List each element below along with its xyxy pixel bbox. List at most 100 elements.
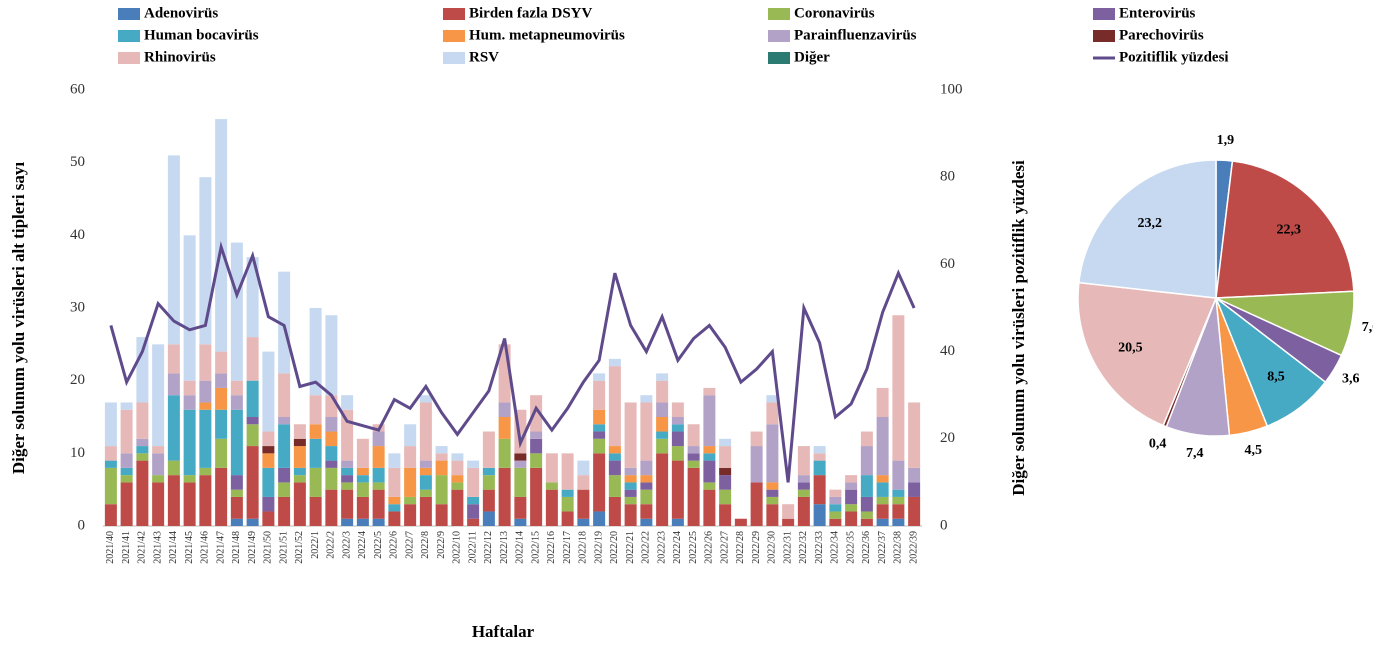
bar-segment (199, 344, 212, 381)
bar-segment (530, 395, 543, 432)
bar-segment (750, 431, 763, 447)
bar-segment (766, 496, 779, 505)
x-tick-label: 2022/22 (641, 531, 652, 564)
bar-segment (435, 504, 448, 526)
bar-segment (908, 467, 921, 483)
bar-segment (278, 424, 291, 468)
bar-segment (309, 308, 322, 396)
bar-segment (860, 496, 873, 512)
bar-segment (860, 431, 873, 447)
bar-segment (356, 496, 369, 519)
legend-swatch (443, 52, 465, 64)
x-tick-label: 2021/47 (215, 531, 226, 564)
bar-segment (608, 366, 621, 447)
bar-segment (624, 402, 637, 468)
bar-segment (120, 482, 133, 526)
bar-segment (766, 504, 779, 526)
bar-segment (514, 518, 527, 526)
bar-segment (230, 395, 243, 410)
bar-segment (656, 438, 669, 454)
x-tick-label: 2022/18 (578, 531, 589, 564)
bar-segment (813, 453, 826, 461)
bar-segment (860, 511, 873, 519)
bar-segment (246, 380, 259, 417)
bar-segment (419, 395, 432, 403)
bar-segment (341, 518, 354, 526)
legend-label: Parechovirüs (1119, 27, 1204, 43)
x-tick-label: 2022/34 (830, 531, 841, 564)
bar-segment (719, 475, 732, 490)
bar-segment (262, 496, 275, 512)
bar-segment (341, 460, 354, 468)
bar-segment (703, 453, 716, 461)
bar-segment (262, 511, 275, 526)
bar-segment (813, 446, 826, 454)
bar-segment (482, 431, 495, 468)
bar-segment (656, 453, 669, 526)
bar-segment (419, 475, 432, 490)
bar-segment (309, 438, 322, 468)
pie-label: 23,2 (1138, 216, 1163, 231)
bar-segment (215, 438, 228, 468)
legend-label: Rhinovirüs (144, 49, 216, 65)
bar-segment (608, 496, 621, 526)
bar-segment (908, 482, 921, 497)
bar-segment (782, 504, 795, 519)
bar-segment (199, 402, 212, 410)
bar-segment (671, 518, 684, 526)
pie-label: 7,6 (1362, 320, 1373, 335)
bar-segment (293, 467, 306, 476)
bar-segment (734, 518, 747, 526)
bar-segment (199, 380, 212, 403)
legend-swatch (768, 52, 790, 64)
bar-segment (167, 460, 180, 476)
bar-segment (813, 504, 826, 526)
bar-segment (325, 489, 338, 526)
bar-segment (482, 467, 495, 476)
bar-segment (167, 344, 180, 374)
bar-segment (829, 518, 842, 526)
bar-segment (813, 460, 826, 476)
bar-segment (215, 119, 228, 352)
bar-segment (876, 518, 889, 526)
pie-label: 1,9 (1217, 133, 1235, 148)
bar-segment (766, 482, 779, 490)
legend-label: Parainfluenzavirüs (794, 27, 917, 43)
x-tick-label: 2022/27 (719, 531, 730, 564)
legend-label: Human bocavirüs (144, 27, 259, 43)
bar-segment (293, 482, 306, 526)
x-tick-label: 2021/48 (231, 531, 242, 564)
legend-label: Pozitiflik yüzdesi (1119, 49, 1229, 65)
x-tick-label: 2021/52 (294, 531, 305, 564)
bar-segment (766, 424, 779, 483)
x-tick-label: 2022/13 (499, 531, 510, 564)
bar-segment (230, 489, 243, 497)
bar-segment (829, 496, 842, 505)
bar-segment (167, 475, 180, 526)
y-tick-label: 30 (70, 299, 85, 315)
bar-segment (719, 446, 732, 468)
x-tick-label: 2022/26 (704, 531, 715, 564)
bar-segment (404, 496, 417, 505)
bar-segment (703, 489, 716, 526)
bar-segment (467, 504, 480, 519)
bar-segment (325, 431, 338, 447)
bar-segment (199, 409, 212, 468)
pie-label: 8,5 (1267, 369, 1285, 384)
bar-segment (514, 460, 527, 468)
legend-swatch (1093, 30, 1115, 42)
y2-tick-label: 20 (940, 430, 955, 446)
bar-segment (419, 489, 432, 497)
bar-segment (372, 467, 385, 483)
bar-segment (577, 475, 590, 490)
line (109, 241, 916, 483)
bar-segment (561, 511, 574, 526)
bar-segment (908, 402, 921, 468)
bar-segment (246, 446, 259, 519)
x-tick-label: 2022/2 (326, 531, 337, 559)
x-tick-label: 2022/17 (562, 531, 573, 564)
bar-segment (892, 460, 905, 490)
bar-segment (593, 511, 606, 526)
bar-segment (136, 438, 149, 447)
bar-segment (419, 402, 432, 461)
